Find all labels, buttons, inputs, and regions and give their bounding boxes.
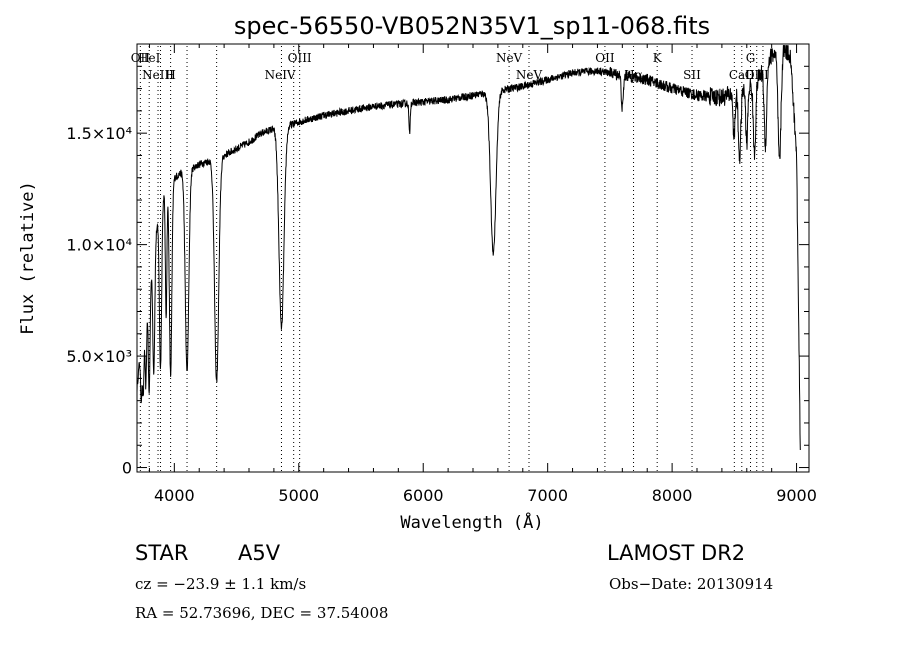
chart-title: spec-56550-VB052N35V1_sp11-068.fits [234, 12, 710, 40]
y-tick-label: 1.0×10⁴ [66, 236, 132, 255]
x-tick-label: 7000 [527, 486, 568, 505]
spectrum-line [136, 44, 801, 451]
survey-name: LAMOST DR2 [607, 541, 746, 565]
line-marker-label: NeV [516, 68, 543, 82]
object-class: STAR [135, 541, 189, 565]
spectral-type: A5V [238, 541, 281, 565]
x-tick-label: 4000 [154, 486, 195, 505]
line-marker-label: HeI [138, 51, 161, 65]
line-marker-label: OII [131, 51, 151, 65]
y-tick-label: 5.0×10³ [66, 347, 132, 366]
x-tick-label: 9000 [776, 486, 817, 505]
x-axis-label: Wavelength (Å) [400, 511, 543, 533]
line-marker-label: CaII [729, 68, 755, 82]
x-tick-label: 5000 [278, 486, 319, 505]
plot-frame [136, 43, 810, 473]
x-tick-label: 6000 [403, 486, 444, 505]
obs-date: Obs−Date: 20130914 [609, 575, 774, 593]
line-marker-label: OII [595, 51, 615, 65]
y-axis-label: Flux (relative) [18, 181, 38, 335]
line-marker-label: OIII [288, 51, 312, 65]
redshift-cz: cz = −23.9 ± 1.1 km/s [135, 575, 307, 593]
line-marker-label: H [165, 68, 175, 82]
line-marker-label: NeIV [265, 68, 296, 82]
line-marker-label: OIII [745, 68, 769, 82]
line-marker-label: NeIII [142, 68, 174, 82]
y-tick-label: 0 [122, 459, 132, 478]
coordinates: RA = 52.73696, DEC = 37.54008 [135, 604, 389, 622]
line-marker-label: SII [683, 68, 701, 82]
line-marker-label: G [746, 51, 756, 65]
line-marker-label: NeV [496, 51, 523, 65]
line-marker-label: K [653, 51, 663, 65]
x-tick-label: 8000 [652, 486, 693, 505]
y-tick-label: 1.5×10⁴ [66, 124, 132, 143]
